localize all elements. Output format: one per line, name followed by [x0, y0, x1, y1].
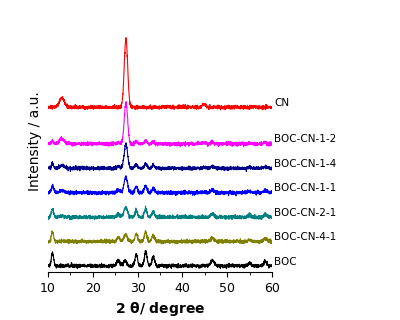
- Text: CN: CN: [274, 98, 289, 108]
- Text: BOC-CN-1-4: BOC-CN-1-4: [274, 159, 336, 169]
- Text: BOC-CN-4-1: BOC-CN-4-1: [274, 232, 336, 242]
- Text: BOC-CN-1-1: BOC-CN-1-1: [274, 183, 336, 193]
- X-axis label: $\mathbf{2}$ $\mathbf{\theta}$/ degree: $\mathbf{2}$ $\mathbf{\theta}$/ degree: [115, 300, 205, 318]
- Text: BOC-CN-1-2: BOC-CN-1-2: [274, 134, 336, 144]
- Text: BOC-CN-2-1: BOC-CN-2-1: [274, 208, 336, 218]
- Text: BOC: BOC: [274, 257, 297, 267]
- Y-axis label: Intensity / a.u.: Intensity / a.u.: [28, 91, 42, 191]
